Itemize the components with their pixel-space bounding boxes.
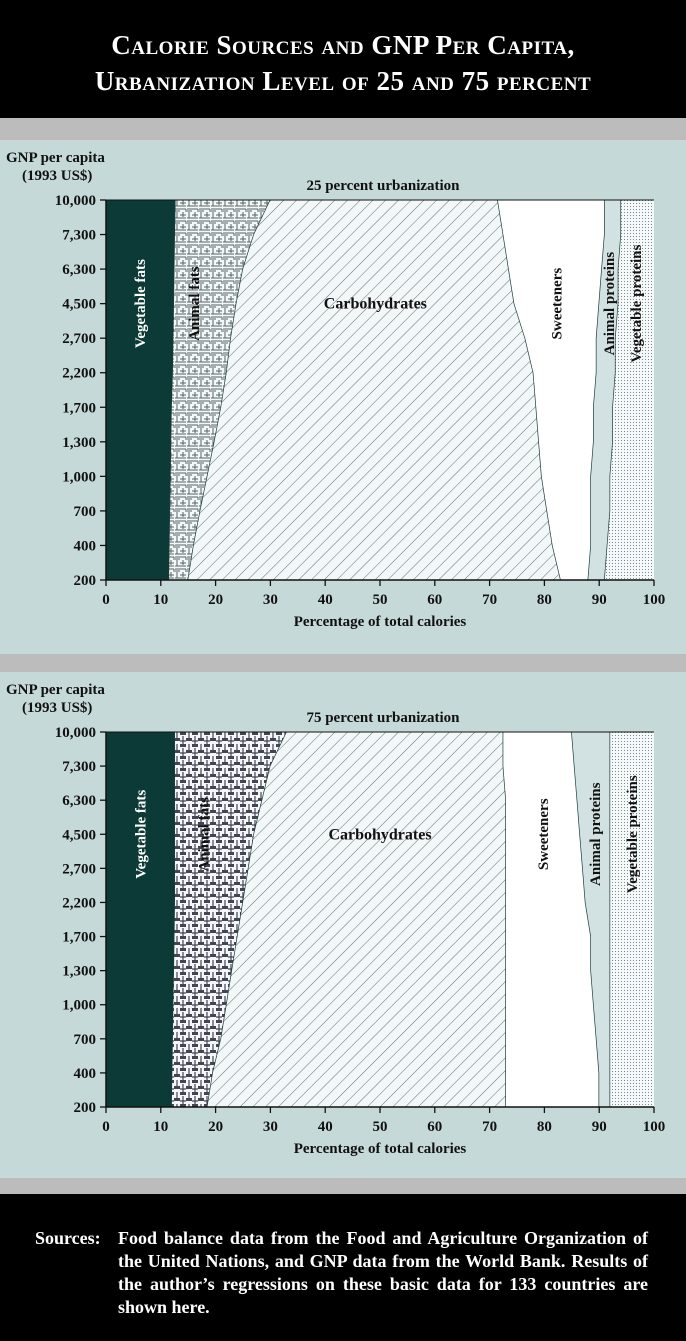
band-animal-fats xyxy=(169,200,271,580)
x-tick-label: 60 xyxy=(427,592,442,608)
label-carbohydrates: Carbohydrates xyxy=(324,296,427,313)
sources-text: Food balance data from the Food and Agri… xyxy=(118,1228,648,1317)
y-tick-label: 1,700 xyxy=(62,400,96,416)
y-tick-label: 4,500 xyxy=(62,827,96,843)
label-vegetable-fats: Vegetable fats xyxy=(134,790,150,879)
y-tick-label: 400 xyxy=(74,1066,97,1082)
y-tick-label: 7,300 xyxy=(62,228,96,244)
y-tick-label: 1,300 xyxy=(62,964,96,980)
y-tick-label: 200 xyxy=(74,1100,97,1116)
band-vegetable-fats xyxy=(106,200,176,580)
band-animal-proteins xyxy=(588,200,622,580)
label-animal-proteins: Animal proteins xyxy=(602,252,618,356)
band-vegetable-proteins xyxy=(604,200,654,580)
y-tick-label: 2,200 xyxy=(62,366,96,382)
chart-75-percent-urbanization: Vegetable fats Animal fats Carbohydrates Sw… xyxy=(6,682,666,1157)
y-tick-label: 700 xyxy=(74,1032,97,1048)
x-tick-label: 20 xyxy=(208,1119,223,1135)
x-axis-label: Percentage of total calories xyxy=(294,1141,467,1157)
x-tick-label: 80 xyxy=(537,592,552,608)
x-tick-label: 90 xyxy=(592,592,607,608)
y-tick-label: 6,300 xyxy=(62,793,96,809)
x-tick-label: 0 xyxy=(102,1119,110,1135)
label-animal-fats: Animal fats xyxy=(197,797,213,872)
y-tick-label: 4,500 xyxy=(62,297,96,313)
y-tick-label: 2,700 xyxy=(62,331,96,347)
figure-title-line-1: Calorie Sources and GNP Per Capita, xyxy=(111,30,575,60)
y-axis-label-line-1: GNP per capita xyxy=(6,682,105,698)
band-animal-proteins xyxy=(571,732,611,1107)
chart-25-percent-urbanization: Vegetable fats Animal fats Carbohydrates Sw… xyxy=(6,150,666,630)
y-tick-label: 200 xyxy=(74,573,97,589)
label-vegetable-proteins: Vegetable proteins xyxy=(625,775,641,893)
figure-header: Calorie Sources and GNP Per Capita, Urba… xyxy=(0,0,686,118)
x-tick-label: 70 xyxy=(482,592,497,608)
x-tick-label: 80 xyxy=(537,1119,552,1135)
y-tick-label: 10,000 xyxy=(55,193,96,209)
x-tick-label: 50 xyxy=(373,592,388,608)
top-divider-strip xyxy=(0,118,686,140)
y-tick-label: 1,000 xyxy=(62,998,96,1014)
y-tick-label: 2,700 xyxy=(62,861,96,877)
x-tick-label: 0 xyxy=(102,592,110,608)
sources-footer: Sources: Food balance data from the Food… xyxy=(0,1194,686,1341)
chart-title: 75 percent urbanization xyxy=(306,710,460,726)
y-axis-label-line-1: GNP per capita xyxy=(6,150,105,166)
x-tick-label: 30 xyxy=(263,592,278,608)
y-tick-label: 10,000 xyxy=(55,725,96,741)
y-tick-label: 6,300 xyxy=(62,262,96,278)
y-tick-label: 1,700 xyxy=(62,930,96,946)
x-tick-label: 40 xyxy=(318,1119,333,1135)
y-axis-label-line-2: (1993 US$) xyxy=(22,168,92,184)
x-tick-label: 40 xyxy=(318,592,333,608)
sources-label: Sources: xyxy=(35,1228,101,1248)
band-carbohydrates xyxy=(207,732,506,1107)
x-tick-label: 90 xyxy=(592,1119,607,1135)
band-sweeteners xyxy=(497,200,605,580)
y-tick-label: 1,000 xyxy=(62,469,96,485)
bottom-divider-strip xyxy=(0,1178,686,1194)
label-sweeteners: Sweeteners xyxy=(550,268,566,340)
y-tick-label: 2,200 xyxy=(62,895,96,911)
chart-title: 25 percent urbanization xyxy=(306,178,460,194)
figure-title-line-2: Urbanization Level of 25 and 75 percent xyxy=(94,66,592,96)
label-vegetable-fats: Vegetable fats xyxy=(133,259,149,348)
x-tick-label: 20 xyxy=(208,592,223,608)
x-tick-label: 100 xyxy=(643,592,666,608)
x-tick-label: 100 xyxy=(643,1119,666,1135)
label-sweeteners: Sweeteners xyxy=(536,798,552,870)
x-tick-label: 10 xyxy=(153,592,168,608)
band-vegetable-fats xyxy=(106,732,175,1107)
y-tick-label: 1,300 xyxy=(62,435,96,451)
band-sweeteners xyxy=(503,732,600,1107)
x-tick-label: 50 xyxy=(373,1119,388,1135)
x-tick-label: 70 xyxy=(482,1119,497,1135)
band-carbohydrates xyxy=(188,200,561,580)
y-tick-label: 400 xyxy=(74,538,97,554)
y-tick-label: 7,300 xyxy=(62,759,96,775)
x-tick-label: 60 xyxy=(427,1119,442,1135)
band-vegetable-proteins xyxy=(610,732,654,1107)
band-animal-fats xyxy=(171,732,287,1107)
x-tick-label: 30 xyxy=(263,1119,278,1135)
x-tick-label: 10 xyxy=(153,1119,168,1135)
label-vegetable-proteins: Vegetable proteins xyxy=(629,245,645,363)
label-animal-fats: Animal fats xyxy=(187,266,203,341)
x-axis-label: Percentage of total calories xyxy=(294,614,467,630)
chart-divider-strip xyxy=(0,654,686,672)
y-tick-label: 700 xyxy=(74,504,97,520)
label-animal-proteins: Animal proteins xyxy=(588,782,604,886)
label-carbohydrates: Carbohydrates xyxy=(328,826,431,843)
y-axis-label-line-2: (1993 US$) xyxy=(22,700,92,716)
